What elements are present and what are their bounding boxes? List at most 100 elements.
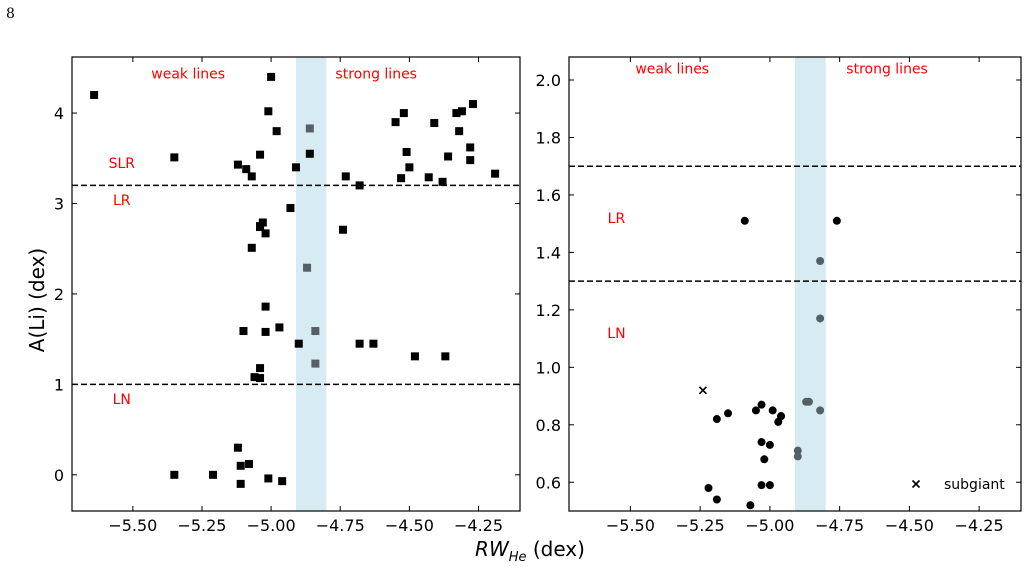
x-axis-label: RWHe (dex) xyxy=(475,537,585,565)
data-point xyxy=(757,400,766,409)
data-point xyxy=(275,323,284,332)
data-point xyxy=(441,352,450,361)
x-tick-label: −5.00 xyxy=(745,516,794,535)
y-tick-label: 1 xyxy=(54,375,64,394)
data-point xyxy=(258,218,267,227)
data-point xyxy=(712,415,721,424)
x-tick-label: −4.75 xyxy=(316,516,365,535)
data-point xyxy=(757,481,766,490)
data-point xyxy=(397,174,406,183)
data-point xyxy=(832,216,841,225)
data-point xyxy=(816,314,825,323)
data-point xyxy=(236,461,245,470)
y-tick-label: 1.6 xyxy=(536,186,561,205)
legend-marker xyxy=(911,479,921,489)
y-tick-label: 0.8 xyxy=(536,416,561,435)
data-point xyxy=(303,263,312,272)
data-point xyxy=(369,339,378,348)
x-tick-label: −5.25 xyxy=(676,516,725,535)
y-tick-label: 4 xyxy=(54,104,64,123)
data-point xyxy=(209,470,218,479)
data-point xyxy=(746,501,755,510)
data-point xyxy=(712,495,721,504)
x-axis-label-main: RW xyxy=(475,537,510,561)
data-point xyxy=(724,409,733,418)
data-point xyxy=(244,459,253,468)
x-axis-label-unit: (dex) xyxy=(527,537,585,561)
data-point xyxy=(233,160,242,169)
annotation-label: LR xyxy=(608,211,626,227)
data-point xyxy=(311,359,320,368)
data-point xyxy=(247,172,256,181)
y-tick-label: 2 xyxy=(54,285,64,304)
data-point xyxy=(256,223,265,232)
data-point xyxy=(250,373,259,382)
data-point xyxy=(457,107,466,116)
data-point xyxy=(239,327,248,336)
data-point xyxy=(261,229,270,238)
annotation-label: weak lines xyxy=(635,61,709,77)
data-point xyxy=(355,339,364,348)
left-panel-lithium-squares: −5.50 −5.25 −5.00 −4.75 −4.50 −4.25 0 1 2 3 4 weak … xyxy=(54,56,521,535)
data-point xyxy=(236,479,245,488)
data-point xyxy=(777,412,786,421)
legend-label: subgiant xyxy=(944,477,1005,493)
annotation-label: strong lines xyxy=(846,61,928,77)
x-tick-label: −4.25 xyxy=(955,516,1004,535)
shaded-band xyxy=(795,57,826,511)
data-point xyxy=(256,150,265,159)
data-point xyxy=(170,470,179,479)
data-point xyxy=(264,474,273,483)
data-point xyxy=(294,339,303,348)
data-point xyxy=(233,443,242,452)
data-point xyxy=(272,127,281,136)
y-tick-label: 1.4 xyxy=(536,243,561,262)
data-point xyxy=(170,153,179,162)
data-point xyxy=(341,172,350,181)
data-point xyxy=(264,107,273,116)
data-point xyxy=(261,327,270,336)
data-point xyxy=(760,455,769,464)
data-point xyxy=(804,397,813,406)
data-point xyxy=(455,127,464,136)
axes-frame xyxy=(71,56,521,512)
data-point xyxy=(90,90,99,99)
annotation-label: weak lines xyxy=(151,66,225,82)
data-point xyxy=(816,257,825,266)
data-point xyxy=(261,302,270,311)
y-tick-label: 2.0 xyxy=(536,71,561,90)
annotation-label: LN xyxy=(607,326,625,342)
x-tick-label: −5.50 xyxy=(606,516,655,535)
annotation-label: SLR xyxy=(109,156,136,172)
x-tick-label: −5.00 xyxy=(247,516,296,535)
data-point xyxy=(816,406,825,415)
data-point xyxy=(438,177,447,186)
data-point xyxy=(768,406,777,415)
y-tick-label: 3 xyxy=(54,195,64,214)
data-point xyxy=(267,72,276,81)
data-point xyxy=(430,119,439,128)
data-point xyxy=(256,364,265,373)
x-tick-label: −4.50 xyxy=(385,516,434,535)
x-tick-label: −5.25 xyxy=(177,516,226,535)
y-tick-label: 1.2 xyxy=(536,301,561,320)
data-point xyxy=(405,163,414,172)
data-point xyxy=(305,149,314,158)
x-axis-label-subscript: He xyxy=(509,550,527,565)
annotation-label: LR xyxy=(113,193,131,209)
data-point xyxy=(286,204,295,213)
x-tick-label: −5.50 xyxy=(108,516,157,535)
data-point xyxy=(242,165,251,174)
data-point xyxy=(740,216,749,225)
y-tick-label: 1.8 xyxy=(536,128,561,147)
subgiant-point xyxy=(698,386,707,395)
data-point xyxy=(757,438,766,447)
data-point xyxy=(491,169,500,178)
data-point xyxy=(424,173,433,182)
data-point xyxy=(468,100,477,109)
data-point xyxy=(410,352,419,361)
data-point xyxy=(339,225,348,234)
y-tick-label: 0 xyxy=(54,466,64,485)
data-point xyxy=(311,327,320,336)
